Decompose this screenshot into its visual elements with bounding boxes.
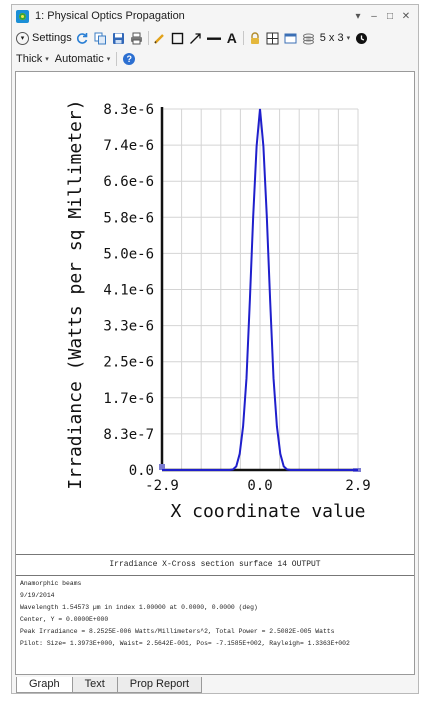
layout-label: 5 x 3 (319, 32, 344, 44)
layout-selector[interactable]: 5 x 3 ▾ (320, 32, 350, 44)
toolbar-separator (147, 31, 149, 45)
minimize-button[interactable]: – (371, 10, 377, 22)
info-line: Pilot: Size= 1.3973E+000, Waist= 2.5642E… (20, 640, 350, 648)
axis-corner-marker (159, 464, 165, 470)
toolbar: ▾ Settings A (12, 27, 418, 49)
graph-panel: 0.0 8.3e-7 1.7e-6 2.5e-6 3.3e-6 4.1e-6 5.0e-6 5… (15, 71, 415, 675)
lock-icon[interactable] (248, 31, 262, 45)
chevron-down-icon: ▾ (346, 35, 351, 42)
scale-label: Automatic (54, 53, 104, 65)
settings-button[interactable]: ▾ Settings (16, 31, 72, 45)
restore-button[interactable]: □ (386, 10, 394, 22)
x-tick-label: 0.0 (247, 478, 272, 494)
arrow-icon[interactable] (189, 31, 203, 45)
pencil-icon[interactable] (153, 31, 167, 45)
x-tick-label: -2.9 (145, 478, 179, 494)
info-line: Center, Y = 0.0000E+000 (20, 616, 109, 624)
help-icon[interactable]: ? (123, 53, 136, 65)
info-line: Peak Irradiance = 8.2525E-006 Watts/Mill… (20, 628, 335, 636)
irradiance-curve (162, 108, 358, 471)
y-tick-label: 5.8e-6 (103, 210, 154, 226)
line-width-label: Thick (16, 53, 43, 65)
layers-icon[interactable] (302, 31, 316, 45)
copy-icon[interactable] (94, 31, 108, 45)
y-tick-label: 3.3e-6 (103, 319, 154, 335)
y-tick-label: 4.1e-6 (103, 283, 154, 299)
tab-graph[interactable]: Graph (16, 677, 73, 693)
window-icon[interactable] (284, 31, 298, 45)
tab-prop-report[interactable]: Prop Report (116, 677, 203, 693)
settings-label: Settings (32, 32, 72, 44)
close-button[interactable]: ✕ (401, 10, 411, 22)
y-tick-label: 6.6e-6 (103, 174, 154, 190)
window-menu-button[interactable]: ▾ (355, 10, 361, 22)
title-bar[interactable]: 1: Physical Optics Propagation ▾ – □ ✕ (12, 5, 418, 27)
info-line: 9/19/2014 (20, 592, 55, 600)
window-title: 1: Physical Optics Propagation (35, 10, 185, 22)
plot-area: 0.0 8.3e-7 1.7e-6 2.5e-6 3.3e-6 4.1e-6 5.0e-6 5… (16, 72, 414, 554)
y-tick-label: 7.4e-6 (103, 138, 154, 154)
y-tick-labels: 0.0 8.3e-7 1.7e-6 2.5e-6 3.3e-6 4.1e-6 5.0e-6 5… (103, 102, 154, 479)
x-tick-labels: -2.9 0.0 2.9 (145, 478, 371, 494)
chevron-down-icon: ▾ (106, 56, 111, 63)
x-axis-label: X coordinate value (170, 501, 365, 522)
chevron-down-icon: ▾ (16, 31, 29, 45)
y-tick-label: 5.0e-6 (103, 246, 154, 262)
tab-text[interactable]: Text (71, 677, 118, 693)
scale-dropdown[interactable]: Automatic ▾ (55, 53, 110, 65)
y-tick-label: 1.7e-6 (103, 391, 154, 407)
info-line: Wavelength 1.54573 µm in index 1.00000 a… (20, 604, 258, 612)
line-width-dropdown[interactable]: Thick ▾ (16, 53, 49, 65)
rectangle-icon[interactable] (171, 31, 185, 45)
clock-icon[interactable] (354, 31, 368, 45)
print-icon[interactable] (130, 31, 144, 45)
y-tick-label: 8.3e-7 (103, 427, 154, 443)
view-tabs: Graph Text Prop Report (16, 677, 203, 693)
zoom-grid-icon[interactable] (266, 31, 280, 45)
analysis-window: 1: Physical Optics Propagation ▾ – □ ✕ ▾… (11, 4, 419, 694)
plot-caption: Irradiance X-Cross section surface 14 OU… (16, 554, 414, 576)
info-block: Anamorphic beams 9/19/2014 Wavelength 1.… (20, 578, 412, 651)
chevron-down-icon: ▾ (45, 56, 49, 63)
secondary-toolbar: Thick ▾ Automatic ▾ ? (12, 49, 418, 69)
refresh-icon[interactable] (76, 31, 90, 45)
info-line: Anamorphic beams (20, 580, 82, 587)
x-tick-label: 2.9 (345, 478, 370, 494)
y-tick-label: 0.0 (129, 463, 154, 479)
line-icon[interactable] (206, 31, 221, 45)
toolbar-separator (116, 52, 118, 66)
save-icon[interactable] (112, 31, 126, 45)
app-icon (16, 9, 29, 23)
toolbar-separator (242, 31, 244, 45)
plot-grid (161, 108, 359, 471)
irradiance-chart: 0.0 8.3e-7 1.7e-6 2.5e-6 3.3e-6 4.1e-6 5.0e-6 5… (65, 99, 371, 522)
y-tick-label: 8.3e-6 (103, 102, 154, 118)
y-tick-label: 2.5e-6 (103, 355, 154, 371)
text-icon[interactable]: A (226, 30, 237, 46)
y-axis-label: Irradiance (Watts per sq Millimeter) (65, 99, 86, 489)
